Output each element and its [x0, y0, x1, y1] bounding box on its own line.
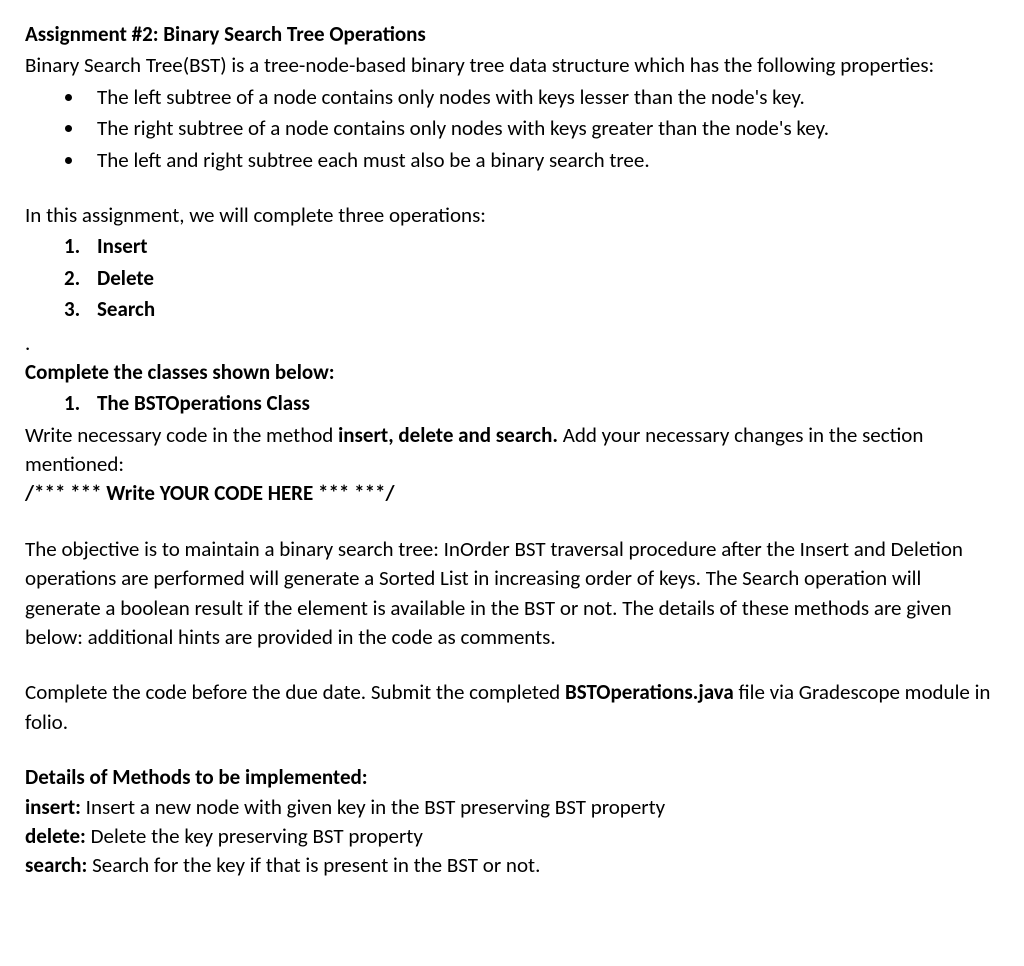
properties-list: The left subtree of a node contains only…	[25, 83, 994, 175]
operations-list: Insert Delete Search	[25, 232, 994, 324]
list-item: Delete	[85, 264, 994, 293]
list-item: The right subtree of a node contains onl…	[85, 114, 994, 143]
method-name: search:	[25, 852, 87, 878]
assignment-intro: In this assignment, we will complete thr…	[25, 201, 994, 230]
list-item: The left and right subtree each must als…	[85, 146, 994, 175]
text-run-bold: insert, delete and search.	[338, 422, 558, 448]
text-run: Write necessary code in the method	[25, 422, 338, 448]
complete-heading: Complete the classes shown below:	[25, 358, 994, 387]
method-search: search: Search for the key if that is pr…	[25, 851, 994, 880]
method-insert: insert: Insert a new node with given key…	[25, 793, 994, 822]
list-item: The left subtree of a node contains only…	[85, 83, 994, 112]
text-run: Complete the code before the due date. S…	[25, 679, 565, 705]
method-name: delete:	[25, 823, 86, 849]
method-desc: Search for the key if that is present in…	[87, 852, 540, 878]
text-run-bold: BSTOperations.java	[565, 679, 734, 705]
intro-paragraph: Binary Search Tree(BST) is a tree-node-b…	[25, 51, 994, 80]
method-name: insert:	[25, 794, 81, 820]
list-item: The BSTOperations Class	[85, 389, 994, 418]
class-list: The BSTOperations Class	[25, 389, 994, 418]
method-delete: delete: Delete the key preserving BST pr…	[25, 822, 994, 851]
submit-paragraph: Complete the code before the due date. S…	[25, 678, 994, 737]
objective-paragraph: The objective is to maintain a binary se…	[25, 535, 994, 653]
list-item: Search	[85, 295, 994, 324]
method-desc: Insert a new node with given key in the …	[81, 794, 665, 820]
write-code-paragraph: Write necessary code in the method inser…	[25, 421, 994, 480]
method-desc: Delete the key preserving BST property	[86, 823, 423, 849]
stray-dot: .	[25, 329, 994, 358]
code-marker: /*** *** Write YOUR CODE HERE *** ***/	[25, 479, 994, 508]
list-item: Insert	[85, 232, 994, 261]
details-heading: Details of Methods to be implemented:	[25, 763, 994, 792]
assignment-title: Assignment #2: Binary Search Tree Operat…	[25, 20, 994, 49]
